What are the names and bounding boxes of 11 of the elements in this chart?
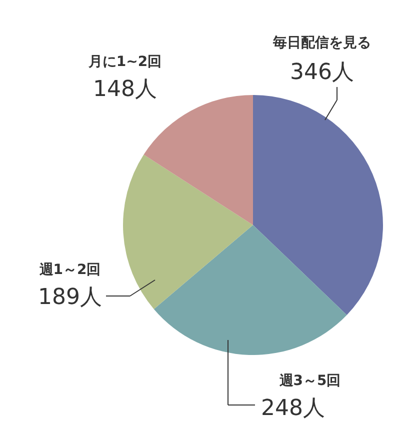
pie-slice bbox=[123, 154, 253, 310]
slice-label: 週1～2回 bbox=[38, 262, 101, 278]
data-label: 346人 bbox=[290, 60, 354, 85]
slice-label: 毎日配信を見る bbox=[272, 35, 371, 51]
pie-slice bbox=[154, 225, 347, 355]
data-label: 189人 bbox=[38, 285, 102, 310]
pie-slice bbox=[253, 95, 383, 315]
data-label: 248人 bbox=[261, 396, 325, 421]
data-label: 148人 bbox=[93, 77, 157, 102]
slice-label: 週3～5回 bbox=[278, 373, 341, 389]
slice-label: 月に1~2回 bbox=[87, 54, 162, 70]
